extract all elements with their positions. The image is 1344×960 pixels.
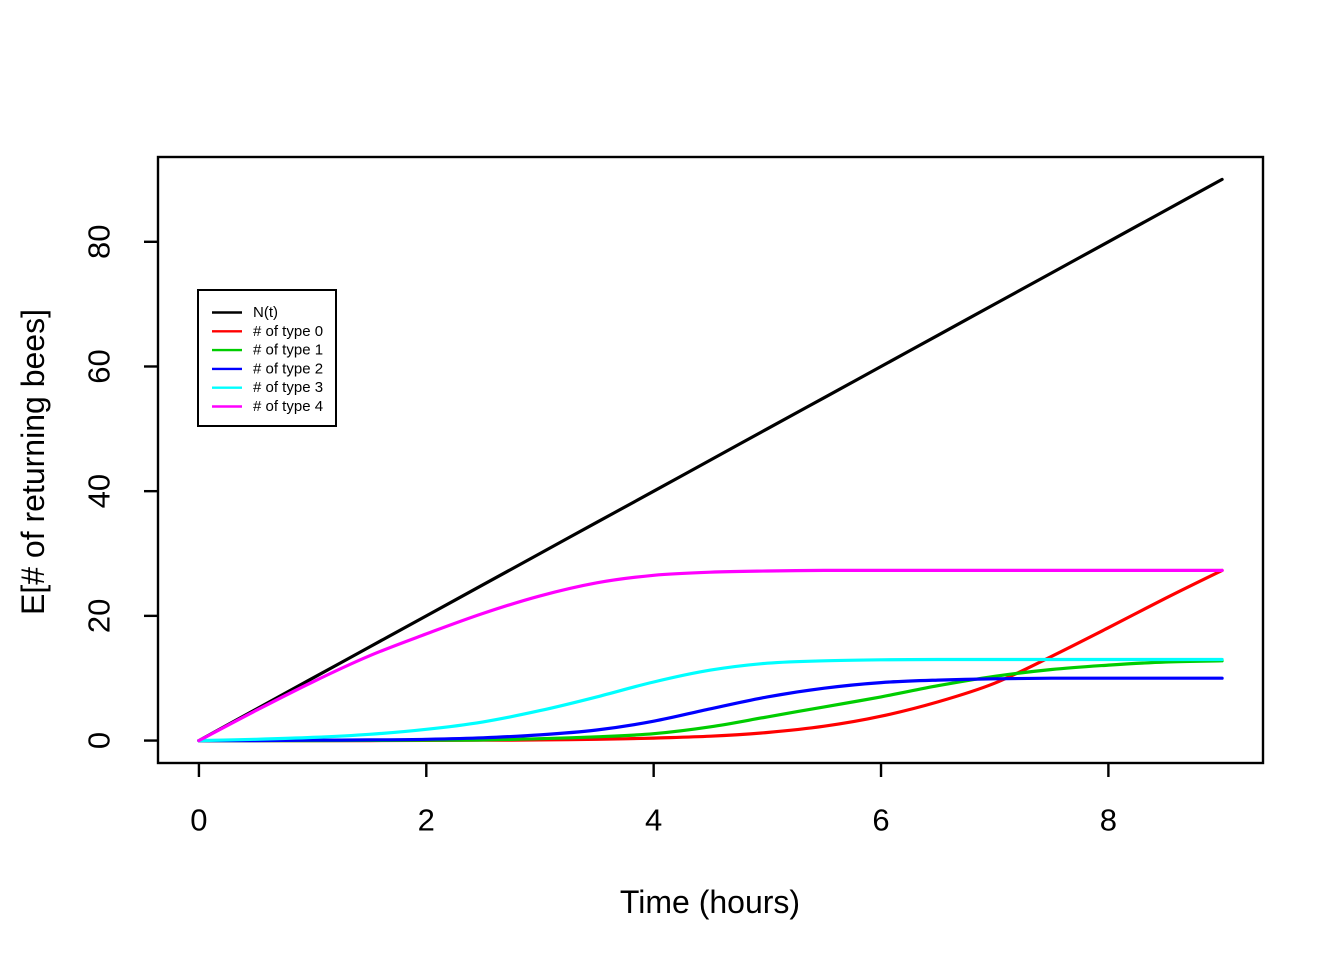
plot-box [156, 155, 1265, 765]
legend-entry-of-type-0: # of type 0 [212, 323, 323, 340]
legend-entry-n-t: N(t) [212, 304, 278, 321]
legend-label: # of type 0 [253, 323, 323, 340]
y-tick-label: 20 [82, 599, 117, 633]
legend-label: # of type 3 [253, 379, 323, 396]
legend-entry-of-type-4: # of type 4 [212, 398, 323, 415]
y-tick-label: 40 [82, 474, 117, 508]
series-line-of-type-2 [197, 676, 1224, 743]
series-line-of-type-4 [197, 568, 1224, 743]
y-tick-label: 60 [82, 349, 117, 383]
legend-label: # of type 4 [253, 398, 323, 415]
legend-entry-of-type-3: # of type 3 [212, 379, 323, 396]
x-tick-label: 2 [418, 803, 435, 838]
x-axis-title: Time (hours) [619, 884, 801, 920]
legend-label: N(t) [253, 304, 278, 321]
series-line-of-type-3 [197, 657, 1224, 743]
legend-label: # of type 2 [253, 360, 323, 377]
legend-entry-of-type-2: # of type 2 [212, 360, 323, 377]
legend-label: # of type 1 [253, 342, 323, 359]
y-tick-label: 80 [82, 225, 117, 259]
x-tick-label: 8 [1100, 803, 1117, 838]
x-tick-label: 0 [190, 803, 207, 838]
x-tick-label: 4 [645, 803, 662, 838]
series-line-n-t [197, 177, 1224, 743]
y-axis-title: E[# of returning bees] [15, 309, 51, 615]
y-tick-label: 0 [82, 732, 117, 749]
x-tick-label: 6 [872, 803, 889, 838]
legend-entry-of-type-1: # of type 1 [212, 342, 323, 359]
legend: N(t) # of type 0 # of type 1# of type 2 # o… [197, 289, 337, 427]
series-line-of-type-1 [197, 659, 1224, 743]
